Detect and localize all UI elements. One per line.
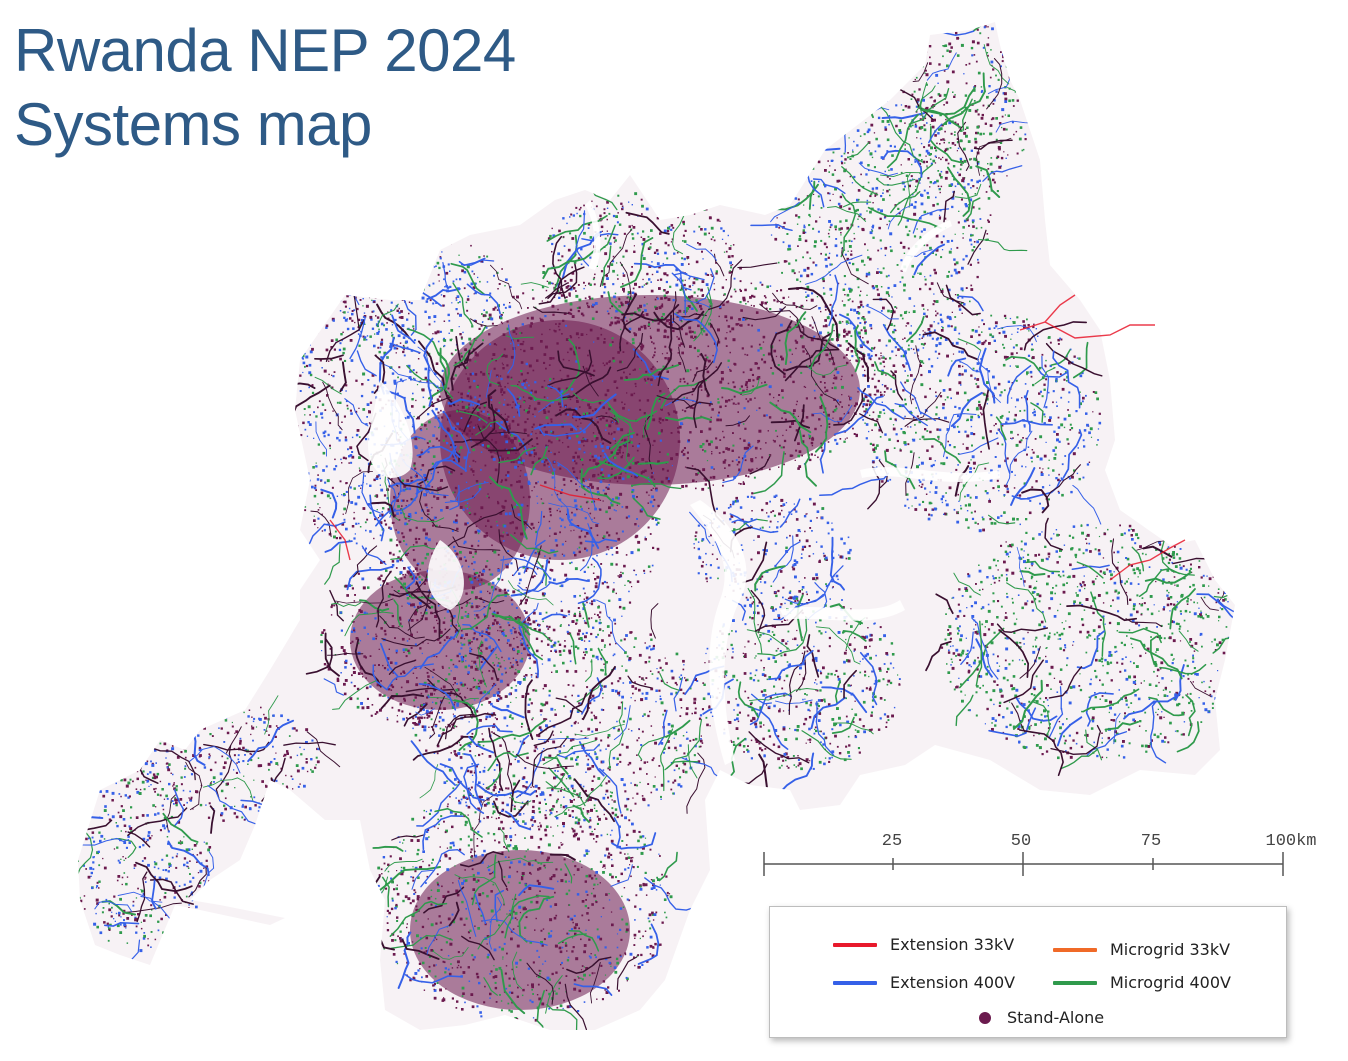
lake-3 xyxy=(690,500,747,765)
lake-6 xyxy=(585,200,601,270)
legend-label-microgrid-33kv: Microgrid 33kV xyxy=(1110,940,1231,959)
stand-alone-dense-area-3 xyxy=(350,570,530,710)
scale-label-100km: 100km xyxy=(1265,832,1317,851)
map-title: Rwanda NEP 2024 Systems map xyxy=(14,14,516,162)
scale-label-75: 75 xyxy=(1140,832,1162,851)
lakes xyxy=(368,200,1000,765)
legend-swatch-microgrid-400v xyxy=(1053,980,1097,985)
lake-7 xyxy=(900,220,952,272)
extension-33kv-line-3 xyxy=(539,484,601,501)
map-title-line-1: Rwanda NEP 2024 xyxy=(14,17,516,84)
lake-2 xyxy=(427,540,464,610)
scale-label-25: 25 xyxy=(881,832,903,851)
legend-swatch-microgrid-33kv xyxy=(1053,947,1097,952)
legend-item-microgrid-400v: Microgrid 400V xyxy=(1053,973,1231,992)
legend-label-extension-400v: Extension 400V xyxy=(890,973,1016,992)
scale-label-50: 50 xyxy=(1010,832,1032,851)
legend-dot-stand-alone xyxy=(979,1011,991,1024)
legend-swatch-extension-33kv xyxy=(833,942,877,947)
legend-item-microgrid-33kv: Microgrid 33kV xyxy=(1053,940,1230,959)
legend-item-extension-400v: Extension 400V xyxy=(833,973,1015,992)
lake-4 xyxy=(780,600,905,621)
legend-item-extension-33kv: Extension 33kV xyxy=(833,935,1014,954)
legend-swatch-extension-400v xyxy=(833,980,877,985)
legend-item-stand-alone: Stand-Alone xyxy=(979,1008,1104,1027)
extension-33kv-line-2 xyxy=(1109,539,1186,581)
legend-label-microgrid-400v: Microgrid 400V xyxy=(1110,973,1231,992)
network-lines xyxy=(78,22,1235,1030)
map-title-line-2: Systems map xyxy=(14,91,372,158)
extension-33kv-line-1 xyxy=(1019,294,1155,339)
country-outline xyxy=(78,22,1235,1030)
lake-5 xyxy=(860,467,1000,482)
map-legend: Extension 33kV Microgrid 33kV Extension … xyxy=(769,906,1287,1038)
lake-1 xyxy=(368,380,413,478)
scale-bar xyxy=(763,852,1284,876)
legend-label-stand-alone: Stand-Alone xyxy=(1007,1008,1105,1027)
legend-label-extension-33kv: Extension 33kV xyxy=(890,935,1015,954)
extension-33kv-line-4 xyxy=(329,519,351,561)
extension-33kv-lines xyxy=(329,294,1186,581)
